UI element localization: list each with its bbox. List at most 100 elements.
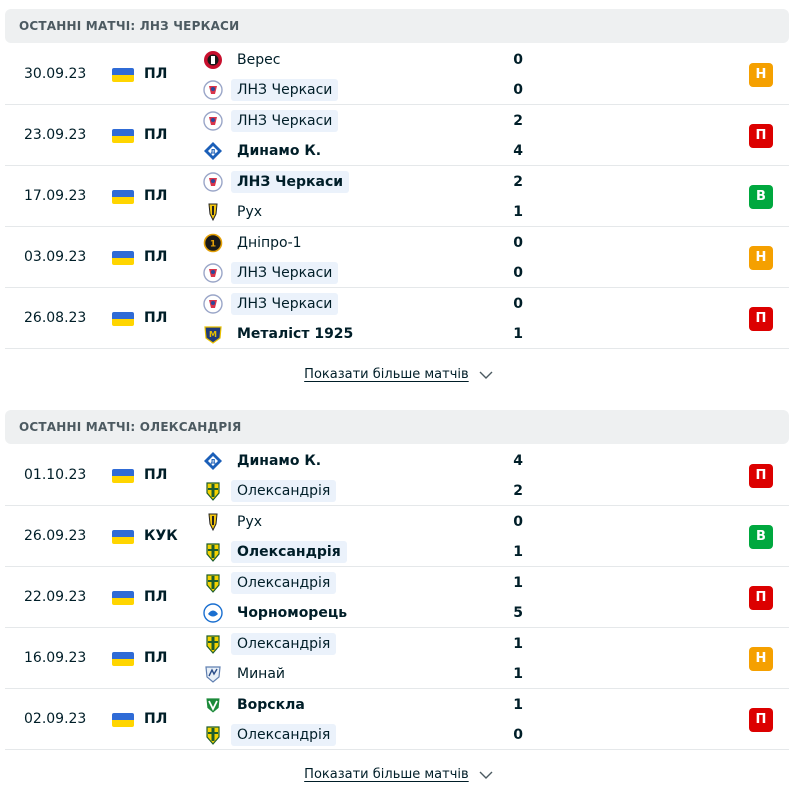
away-score: 1 — [513, 204, 523, 220]
away-team-name: Рух — [237, 204, 263, 220]
match-row[interactable]: 23.09.23 ПЛ ЛНЗ Черкаси 2 Д Динамо К. 4 … — [5, 105, 789, 166]
show-more-label[interactable]: Показати більше матчів — [304, 367, 469, 382]
match-date: 01.10.23 — [24, 467, 87, 483]
home-team: ЛНЗ Черкаси 0 — [203, 292, 523, 316]
match-row[interactable]: 30.09.23 ПЛ Верес 0 ЛНЗ Черкаси 0 Н — [5, 44, 789, 105]
match-row[interactable]: 03.09.23 ПЛ 1 Дніпро-1 0 ЛНЗ Черкаси 0 Н — [5, 227, 789, 288]
home-team: Ворскла 1 — [203, 693, 523, 717]
match-date: 23.09.23 — [24, 127, 87, 143]
home-team: Олександрія 1 — [203, 571, 523, 595]
home-score: 4 — [513, 453, 523, 469]
show-more-matches-link-oleksandriya[interactable]: Показати більше матчів — [0, 767, 797, 782]
home-team-name: Верес — [237, 52, 281, 68]
home-team-name: Олександрія — [231, 572, 337, 594]
ukraine-flag-icon — [112, 312, 134, 326]
competition-label: ПЛ — [144, 467, 168, 483]
dynamo-logo: Д — [203, 451, 223, 471]
ukraine-flag-icon — [112, 469, 134, 483]
svg-text:Д: Д — [210, 459, 215, 466]
ukraine-flag-icon — [112, 530, 134, 544]
home-team-name: ЛНЗ Черкаси — [231, 293, 339, 315]
home-team-name: Дніпро-1 — [237, 235, 302, 251]
lnz-logo — [203, 172, 223, 192]
chevron-down-icon — [479, 771, 493, 779]
home-team-name: Динамо К. — [237, 453, 322, 469]
section-header-oleksandriya: ОСТАННІ МАТЧІ: ОЛЕКСАНДРІЯ — [5, 410, 789, 444]
competition-label: КУК — [144, 528, 178, 544]
away-team-name: Олександрія — [231, 724, 337, 746]
dynamo-logo: Д — [203, 141, 223, 161]
home-score: 2 — [513, 174, 523, 190]
ukraine-flag-icon — [112, 68, 134, 82]
match-date: 16.09.23 — [24, 650, 87, 666]
oleksandriya-logo — [203, 634, 223, 654]
home-score: 1 — [513, 697, 523, 713]
match-row[interactable]: 01.10.23 ПЛ Д Динамо К. 4 Олександрія 2 … — [5, 445, 789, 506]
away-team: Олександрія 2 — [203, 479, 523, 503]
match-row[interactable]: 16.09.23 ПЛ Олександрія 1 Минай 1 Н — [5, 628, 789, 689]
home-score: 0 — [513, 52, 523, 68]
away-team-name: Динамо К. — [237, 143, 322, 159]
competition-label: ПЛ — [144, 127, 168, 143]
svg-text:1: 1 — [210, 240, 216, 250]
home-team: Д Динамо К. 4 — [203, 449, 523, 473]
away-score: 4 — [513, 143, 523, 159]
competition-label: ПЛ — [144, 589, 168, 605]
section-header-lnz: ОСТАННІ МАТЧІ: ЛНЗ ЧЕРКАСИ — [5, 9, 789, 43]
home-team: Рух 0 — [203, 510, 523, 534]
away-score: 2 — [513, 483, 523, 499]
result-badge: П — [749, 464, 773, 488]
home-team: Верес 0 — [203, 48, 523, 72]
away-score: 1 — [513, 326, 523, 342]
home-team: ЛНЗ Черкаси 2 — [203, 170, 523, 194]
away-team-name: ЛНЗ Черкаси — [231, 79, 339, 101]
home-score: 1 — [513, 636, 523, 652]
mynai-logo — [203, 664, 223, 684]
away-score: 0 — [513, 82, 523, 98]
result-badge: В — [749, 525, 773, 549]
metalist-logo: M — [203, 324, 223, 344]
show-more-matches-link-lnz[interactable]: Показати більше матчів — [0, 367, 797, 382]
competition-label: ПЛ — [144, 249, 168, 265]
oleksandriya-logo — [203, 481, 223, 501]
lnz-logo — [203, 294, 223, 314]
home-team: ЛНЗ Черкаси 2 — [203, 109, 523, 133]
away-team: ЛНЗ Черкаси 0 — [203, 261, 523, 285]
match-row[interactable]: 22.09.23 ПЛ Олександрія 1 Чорноморець 5 … — [5, 567, 789, 628]
away-score: 5 — [513, 605, 523, 621]
match-row[interactable]: 26.09.23 КУК Рух 0 Олександрія 1 В — [5, 506, 789, 567]
match-row[interactable]: 26.08.23 ПЛ ЛНЗ Черкаси 0 M Металіст 192… — [5, 288, 789, 349]
competition-label: ПЛ — [144, 188, 168, 204]
svg-text:Д: Д — [210, 149, 215, 156]
vorskla-logo — [203, 695, 223, 715]
oleksandriya-logo — [203, 725, 223, 745]
lnz-logo — [203, 111, 223, 131]
away-team-name: Металіст 1925 — [237, 326, 354, 342]
away-team-name: Олександрія — [231, 480, 337, 502]
ukraine-flag-icon — [112, 591, 134, 605]
match-row[interactable]: 17.09.23 ПЛ ЛНЗ Черкаси 2 Рух 1 В — [5, 166, 789, 227]
rukh-logo — [203, 512, 223, 532]
result-badge: П — [749, 708, 773, 732]
away-team: Рух 1 — [203, 200, 523, 224]
lnz-logo — [203, 80, 223, 100]
away-team: ЛНЗ Черкаси 0 — [203, 78, 523, 102]
result-badge: Н — [749, 63, 773, 87]
home-score: 1 — [513, 575, 523, 591]
match-row[interactable]: 02.09.23 ПЛ Ворскла 1 Олександрія 0 П — [5, 689, 789, 750]
ukraine-flag-icon — [112, 713, 134, 727]
dnipro1-logo: 1 — [203, 233, 223, 253]
match-date: 02.09.23 — [24, 711, 87, 727]
home-team-name: ЛНЗ Черкаси — [231, 171, 350, 193]
lnz-logo — [203, 263, 223, 283]
away-team-name: ЛНЗ Черкаси — [231, 262, 339, 284]
match-date: 22.09.23 — [24, 589, 87, 605]
home-team: 1 Дніпро-1 0 — [203, 231, 523, 255]
oleksandriya-logo — [203, 573, 223, 593]
away-team-name: Олександрія — [231, 541, 347, 563]
away-team-name: Чорноморець — [237, 605, 348, 621]
ukraine-flag-icon — [112, 129, 134, 143]
show-more-label[interactable]: Показати більше матчів — [304, 767, 469, 782]
match-date: 30.09.23 — [24, 66, 87, 82]
away-team: Д Динамо К. 4 — [203, 139, 523, 163]
